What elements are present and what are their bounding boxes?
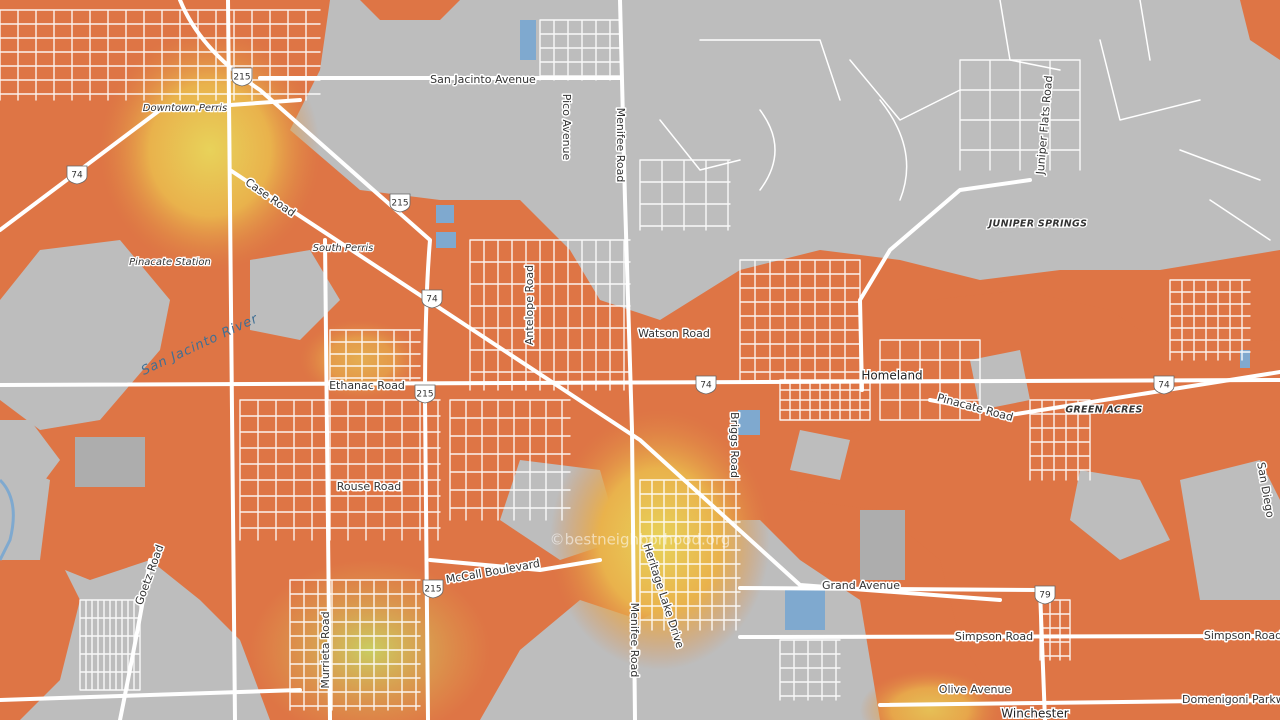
rural-roads bbox=[659, 0, 1271, 241]
shield-number: 74 bbox=[1158, 381, 1170, 391]
road-label: Grand Avenue bbox=[822, 579, 900, 592]
main-road bbox=[738, 634, 1280, 639]
shield-shape bbox=[1153, 375, 1175, 395]
road-label: Watson Road bbox=[638, 327, 710, 340]
main-road bbox=[928, 370, 1280, 417]
road-label: Simpson Road bbox=[955, 630, 1033, 643]
shield-shape bbox=[66, 165, 88, 185]
local-streets bbox=[639, 159, 731, 231]
road-label: Antelope Road bbox=[523, 265, 536, 345]
local-streets bbox=[959, 59, 1081, 171]
shield-number: 74 bbox=[700, 381, 712, 391]
shield-number: 215 bbox=[233, 73, 250, 83]
place-label: South Perris bbox=[313, 243, 374, 254]
district-label: GREEN ACRES bbox=[1065, 405, 1142, 416]
route-shield: 74 bbox=[1153, 375, 1175, 395]
shield-number: 215 bbox=[424, 585, 441, 595]
local-streets bbox=[469, 239, 631, 391]
road-label: Simpson Road bbox=[1204, 629, 1280, 642]
local-streets bbox=[1169, 279, 1251, 361]
local-streets bbox=[449, 399, 571, 521]
route-shield: 215 bbox=[422, 579, 444, 599]
local-streets bbox=[779, 639, 841, 701]
road-label: Murrieta Road bbox=[319, 611, 332, 688]
route-shield: 79 bbox=[1034, 585, 1056, 605]
shield-shape bbox=[414, 384, 436, 404]
local-streets bbox=[539, 19, 621, 81]
shield-shape bbox=[231, 67, 253, 87]
shield-shape bbox=[389, 193, 411, 213]
road-label: Rouse Road bbox=[337, 480, 401, 493]
local-streets bbox=[1029, 399, 1091, 481]
road-label: Pico Avenue bbox=[560, 94, 573, 161]
main-road bbox=[118, 558, 152, 720]
road-label: San Jacinto Avenue bbox=[430, 73, 536, 86]
main-road bbox=[0, 378, 1280, 387]
main-road bbox=[428, 558, 602, 572]
place-label: Downtown Perris bbox=[143, 103, 227, 114]
water-bodies bbox=[0, 20, 1250, 630]
local-streets bbox=[329, 329, 421, 381]
road-label: Ethanac Road bbox=[329, 379, 405, 392]
local-streets bbox=[239, 399, 441, 541]
local-streets bbox=[639, 479, 741, 631]
local-streets bbox=[739, 259, 861, 381]
route-shield: 74 bbox=[695, 375, 717, 395]
route-shield: 215 bbox=[389, 193, 411, 213]
shield-shape bbox=[421, 289, 443, 309]
shield-number: 215 bbox=[391, 199, 408, 209]
main-road bbox=[618, 0, 637, 720]
route-shield: 74 bbox=[421, 289, 443, 309]
local-streets bbox=[0, 9, 321, 101]
town-label: Homeland bbox=[861, 369, 922, 383]
shield-number: 74 bbox=[71, 171, 83, 181]
road-label: Menifee Road bbox=[628, 603, 641, 678]
local-streets bbox=[879, 339, 981, 421]
road-label: Olive Avenue bbox=[939, 683, 1012, 696]
road-label: Menifee Road bbox=[614, 108, 627, 183]
shield-number: 74 bbox=[426, 295, 438, 305]
shield-number: 79 bbox=[1039, 591, 1051, 601]
local-streets bbox=[779, 379, 871, 421]
main-road bbox=[178, 0, 432, 720]
shield-shape bbox=[695, 375, 717, 395]
road-label: Domenigoni Parkway bbox=[1182, 693, 1280, 706]
route-shield: 215 bbox=[231, 67, 253, 87]
road-label: Briggs Road bbox=[728, 412, 741, 478]
main-road bbox=[226, 0, 237, 720]
shield-shape bbox=[1034, 585, 1056, 605]
local-streets bbox=[289, 579, 421, 711]
watermark: ©bestneighborhood.org bbox=[550, 531, 731, 549]
local-streets bbox=[1039, 599, 1071, 661]
route-shield: 215 bbox=[414, 384, 436, 404]
local-streets bbox=[79, 599, 141, 691]
place-label: Pinacate Station bbox=[129, 257, 211, 268]
shield-shape bbox=[422, 579, 444, 599]
main-road bbox=[0, 98, 302, 232]
main-road bbox=[0, 688, 1280, 707]
town-label: Winchester bbox=[1001, 707, 1068, 720]
district-label: JUNIPER SPRINGS bbox=[987, 219, 1088, 230]
shield-number: 215 bbox=[416, 390, 433, 400]
route-shield: 74 bbox=[66, 165, 88, 185]
yellow-areas bbox=[100, 30, 1000, 720]
